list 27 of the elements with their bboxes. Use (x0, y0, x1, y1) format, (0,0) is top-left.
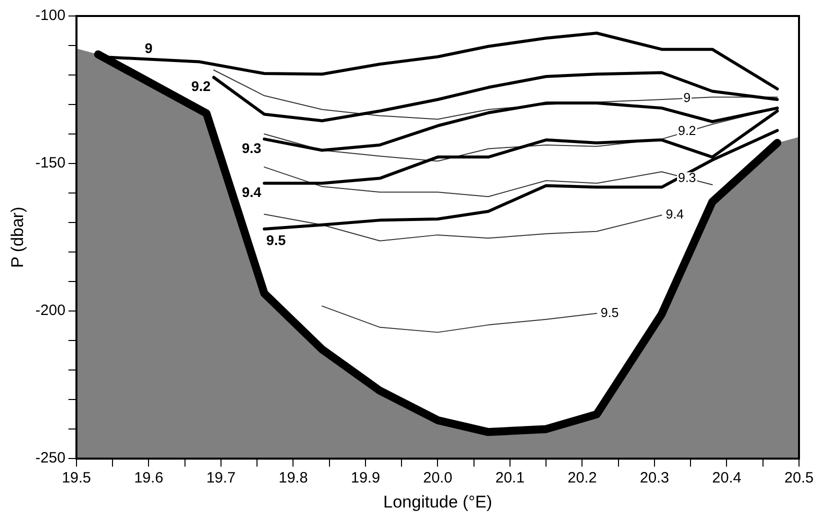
annotation: 9.3 (678, 170, 696, 185)
annotation: 9.2 (678, 123, 696, 138)
series-label: 9.4 (242, 184, 262, 200)
annotation: 9.4 (666, 206, 684, 222)
series-label: 9.5 (266, 232, 286, 248)
x-tick-label: 20.3 (640, 470, 670, 487)
x-tick-label: 20.5 (784, 470, 814, 487)
series-label: 9.3 (242, 140, 262, 156)
annotation: 9.5 (600, 305, 619, 320)
y-tick-label: -150 (35, 154, 66, 172)
x-tick-label: 20.1 (495, 470, 525, 487)
y-tick-label: -250 (35, 450, 66, 467)
series-label: 9.2 (191, 78, 211, 94)
annotation: 9 (683, 90, 691, 105)
x-tick-label: 19.6 (134, 470, 164, 487)
x-tick-label: 19.8 (278, 470, 308, 487)
y-tick-label: -200 (35, 302, 66, 320)
series-label: 9 (144, 40, 153, 56)
y-tick-label: -100 (35, 7, 66, 24)
x-tick-label: 20.0 (423, 470, 452, 487)
x-tick-label: 20.4 (712, 470, 742, 487)
x-axis-title: Longitude (°E) (383, 492, 492, 512)
x-tick-label: 20.2 (568, 470, 597, 487)
y-axis-title: P (dbar) (8, 206, 27, 268)
x-tick-label: 19.7 (206, 470, 236, 487)
x-tick-label: 19.9 (350, 470, 380, 487)
x-tick-label: 19.5 (62, 470, 92, 487)
